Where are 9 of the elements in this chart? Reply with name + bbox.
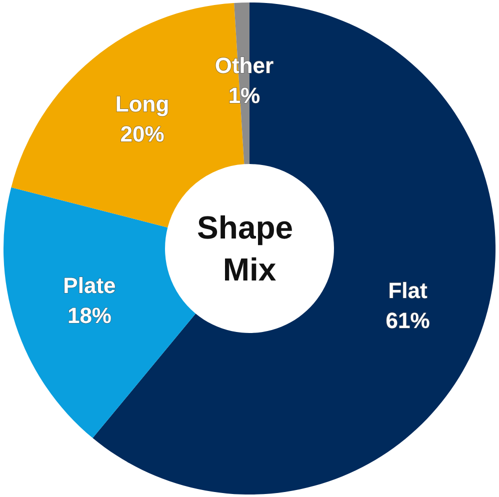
data-label: 20% [120,121,164,146]
slice-label: Plate [63,272,116,298]
slice-label: Long [115,91,170,116]
data-label: 18% [67,302,112,328]
data-label: 61% [386,308,430,333]
slice-label: Flat [388,278,428,303]
text: Shape Mix [197,210,302,288]
data-label: 1% [228,82,260,108]
slice-label: Other [214,52,274,78]
